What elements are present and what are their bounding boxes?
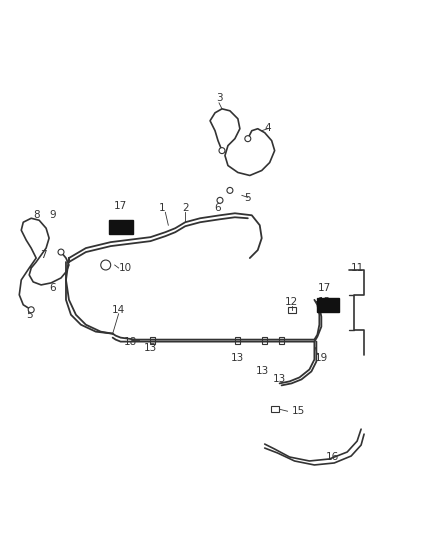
Bar	[279, 337, 284, 344]
Bar	[109, 220, 133, 234]
Circle shape	[28, 307, 34, 313]
Text: 18: 18	[124, 337, 137, 346]
Bar	[271, 406, 279, 412]
Circle shape	[101, 260, 111, 270]
Text: 13: 13	[256, 367, 269, 376]
Text: 19: 19	[315, 352, 328, 362]
Text: 13: 13	[318, 297, 331, 307]
Bar	[288, 307, 296, 313]
Text: 17: 17	[318, 283, 331, 293]
Text: 6: 6	[50, 283, 57, 293]
Text: 3: 3	[215, 93, 223, 103]
Text: 15: 15	[292, 406, 305, 416]
Text: 13: 13	[273, 374, 286, 384]
Circle shape	[245, 136, 251, 142]
Text: 8: 8	[33, 210, 39, 220]
Text: 5: 5	[26, 310, 32, 320]
Bar	[262, 337, 267, 344]
Text: 2: 2	[182, 203, 188, 213]
Text: 14: 14	[112, 305, 125, 315]
Text: 13: 13	[231, 352, 244, 362]
Text: 16: 16	[325, 452, 339, 462]
Circle shape	[217, 197, 223, 203]
Bar	[150, 337, 155, 344]
Text: 5: 5	[244, 193, 251, 204]
Text: 11: 11	[350, 263, 364, 273]
Text: 17: 17	[114, 201, 127, 211]
Circle shape	[58, 249, 64, 255]
Text: 7: 7	[40, 250, 46, 260]
Text: 10: 10	[119, 263, 132, 273]
Text: 1: 1	[159, 203, 166, 213]
Text: 9: 9	[50, 210, 57, 220]
Text: 12: 12	[285, 297, 298, 307]
Bar	[318, 298, 339, 312]
Text: 6: 6	[215, 203, 221, 213]
Circle shape	[227, 188, 233, 193]
Bar	[235, 337, 240, 344]
Circle shape	[219, 148, 225, 154]
Text: 13: 13	[144, 343, 157, 352]
Text: 4: 4	[265, 123, 271, 133]
